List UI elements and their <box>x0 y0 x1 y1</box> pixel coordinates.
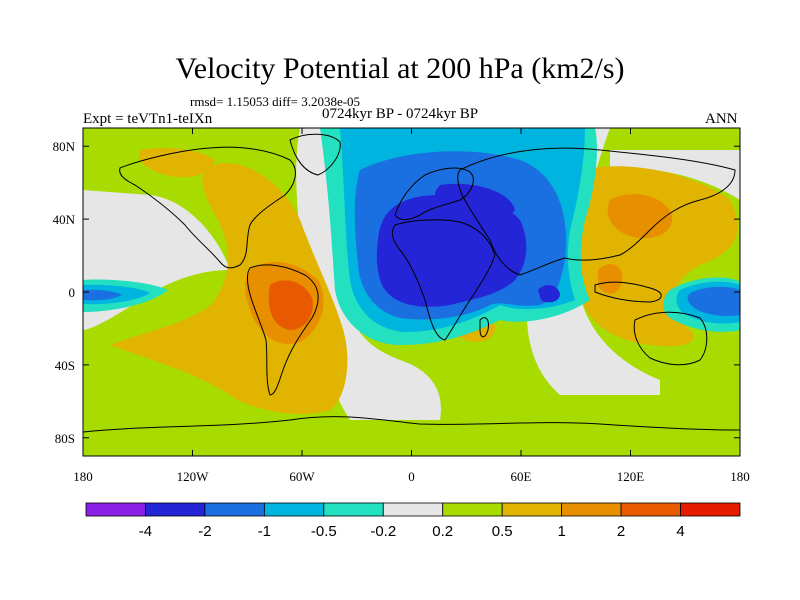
outline-greenland <box>289 133 341 176</box>
colorbar: -4 -2 -1 -0.5 -0.2 0.2 0.5 1 2 4 <box>85 502 741 540</box>
outline-asia <box>457 147 736 276</box>
outline-africa <box>391 219 496 341</box>
lon-tick-label: 60W <box>289 469 315 484</box>
colorbar-label: -4 <box>139 523 152 540</box>
colorbar-label: -2 <box>198 523 211 540</box>
experiment-label: Expt = teVTn1-teIXn <box>83 111 213 127</box>
colorbar-label: -0.5 <box>311 523 337 540</box>
lat-tick-label: 80N <box>53 139 76 154</box>
orange-region-americas <box>110 163 348 415</box>
colorbar-swatch <box>382 502 444 517</box>
stats-text: rmsd= 1.15053 diff= 3.2038e-05 <box>190 94 361 109</box>
colorbar-label: 2 <box>617 523 625 540</box>
outline-australia <box>633 311 708 366</box>
darkorange-region-nwpacific <box>607 194 673 239</box>
colorbar-label: 0.5 <box>492 523 513 540</box>
lat-tick-label: 40N <box>53 212 76 227</box>
lon-tick-label: 180 <box>730 469 750 484</box>
outline-madagascar <box>479 317 489 338</box>
colorbar-label: 1 <box>557 523 565 540</box>
lon-tick-label: 120E <box>617 469 645 484</box>
colorbar-swatch <box>263 502 325 517</box>
lat-tick-label: 0 <box>69 285 76 300</box>
lat-tick-label: 40S <box>55 358 75 373</box>
midblue-region-epacific <box>83 289 122 301</box>
lon-tick-label: 0 <box>408 469 415 484</box>
season-label: ANN <box>705 111 738 127</box>
darkblue-region-ncentral <box>434 183 515 221</box>
colorbar-swatch <box>442 502 503 517</box>
velocity-potential-field <box>83 128 740 456</box>
plot-title: Velocity Potential at 200 hPa (km2/s) <box>175 52 625 85</box>
outline-south-america <box>246 264 319 396</box>
outline-north-america <box>119 146 296 269</box>
longitude-axis: 180 120W 60W 0 60E 120E 180 <box>73 128 750 484</box>
colorbar-swatch <box>620 502 681 517</box>
colorbar-swatch <box>501 502 563 517</box>
darkblue-region-africa <box>376 195 527 307</box>
darkorange-region-wpacific <box>598 263 623 294</box>
outline-antarctica <box>83 416 740 433</box>
colorbar-label: 4 <box>676 523 684 540</box>
outline-indonesia <box>594 281 662 303</box>
colorbar-swatch <box>323 502 384 517</box>
darkblue-region-indian <box>538 285 560 303</box>
colorbar-swatch <box>145 502 206 517</box>
orange-region-nwpacific <box>139 148 215 178</box>
lat-tick-label: 80S <box>55 431 75 446</box>
period-label: 0724kyr BP - 0724kyr BP <box>322 106 479 122</box>
outline-europe <box>394 167 474 220</box>
colorbar-swatch <box>85 502 146 517</box>
colorbar-label: 0.2 <box>432 523 453 540</box>
colorbar-label: -1 <box>258 523 271 540</box>
lon-tick-label: 60E <box>511 469 532 484</box>
lon-tick-label: 120W <box>177 469 210 484</box>
midblue-region-cpacific <box>687 286 740 316</box>
gray-band-north <box>610 150 740 200</box>
red-region-samerica <box>268 280 313 330</box>
latitude-axis: 80N 40N 0 40S 80S <box>53 139 740 446</box>
lon-tick-label: 180 <box>73 469 93 484</box>
colorbar-swatch <box>204 502 265 517</box>
continent-outlines <box>83 133 740 433</box>
colorbar-swatch <box>561 502 622 517</box>
colorbar-label: -0.2 <box>370 523 396 540</box>
colorbar-swatch <box>680 502 741 517</box>
